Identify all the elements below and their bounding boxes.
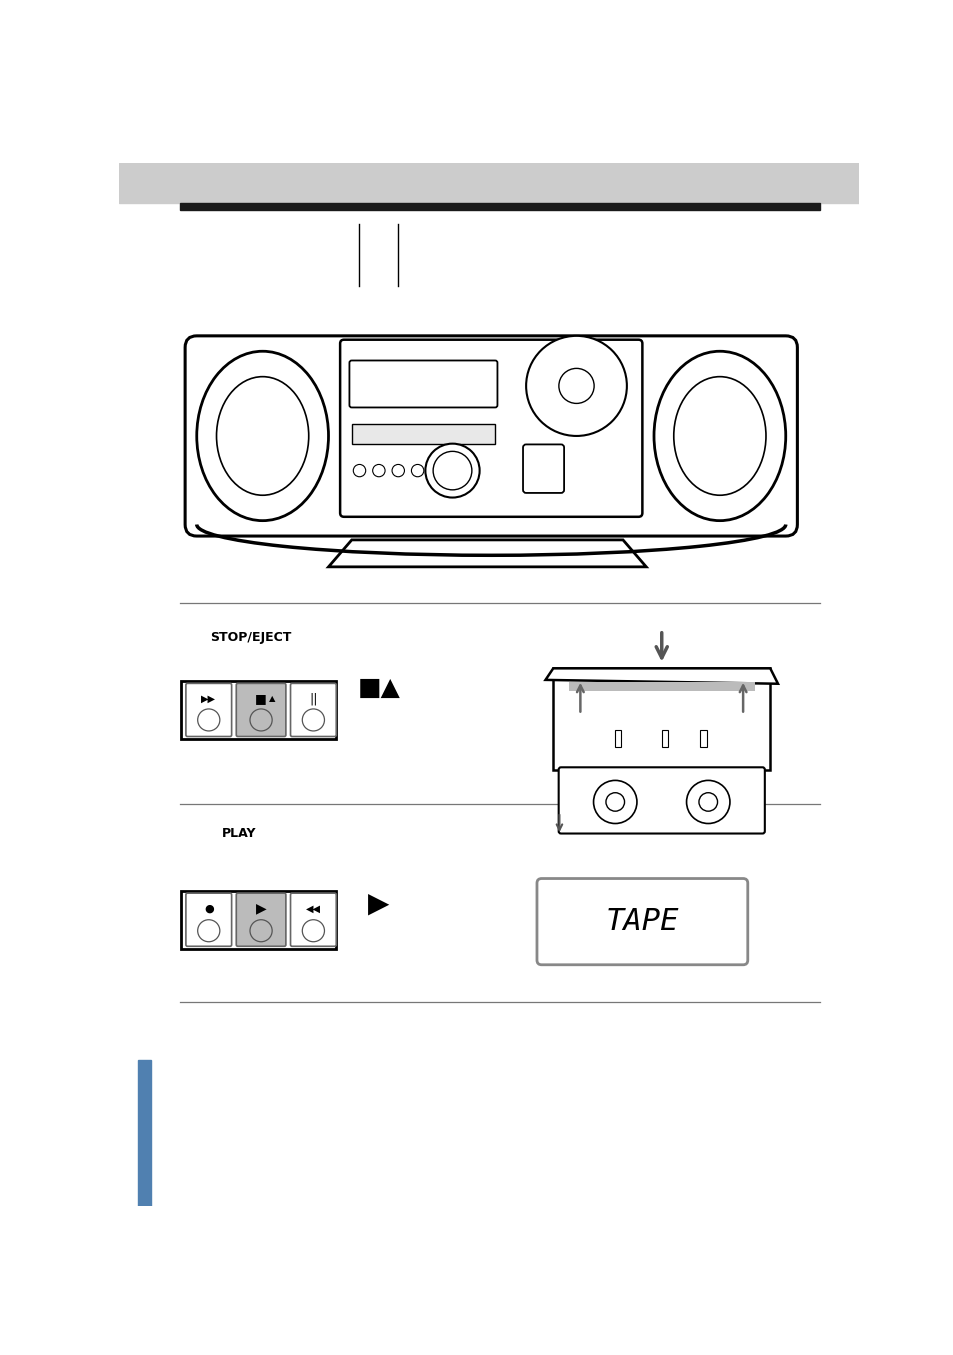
Text: ▶: ▶ (368, 889, 389, 917)
Circle shape (197, 709, 219, 730)
FancyBboxPatch shape (236, 683, 286, 737)
Bar (119, 163, 858, 203)
Text: ▲: ▲ (269, 694, 274, 703)
FancyBboxPatch shape (340, 340, 641, 516)
Polygon shape (328, 539, 645, 566)
Circle shape (302, 709, 324, 730)
Ellipse shape (216, 377, 309, 495)
Text: ◀◀: ◀◀ (306, 904, 320, 913)
Circle shape (433, 451, 472, 491)
Ellipse shape (196, 351, 328, 520)
FancyBboxPatch shape (291, 893, 335, 946)
Circle shape (699, 793, 717, 812)
Bar (180, 203, 820, 210)
Text: ■▲: ■▲ (357, 676, 400, 701)
FancyBboxPatch shape (558, 767, 764, 833)
Bar (615, 729, 620, 747)
Circle shape (686, 780, 729, 824)
Text: STOP/EJECT: STOP/EJECT (210, 631, 292, 644)
Circle shape (593, 780, 637, 824)
FancyBboxPatch shape (522, 444, 563, 493)
Ellipse shape (654, 351, 785, 520)
Bar (137, 1060, 151, 1206)
Text: ▶: ▶ (255, 901, 266, 916)
Circle shape (558, 369, 594, 404)
FancyBboxPatch shape (186, 683, 232, 737)
FancyBboxPatch shape (291, 683, 335, 737)
Text: ▶▶: ▶▶ (201, 694, 216, 705)
Text: PLAY: PLAY (222, 827, 256, 840)
Circle shape (197, 920, 219, 942)
Bar (661, 729, 667, 747)
Bar (700, 729, 706, 747)
Text: ||: || (309, 692, 317, 706)
Circle shape (373, 465, 385, 477)
Circle shape (353, 465, 365, 477)
Text: ●: ● (204, 904, 213, 913)
Text: ■: ■ (255, 692, 267, 706)
Circle shape (411, 465, 423, 477)
FancyBboxPatch shape (186, 893, 232, 946)
Circle shape (302, 920, 324, 942)
Bar (352, 424, 495, 443)
Circle shape (525, 336, 626, 436)
Circle shape (392, 465, 404, 477)
Circle shape (425, 443, 479, 497)
FancyBboxPatch shape (236, 893, 286, 946)
FancyBboxPatch shape (349, 360, 497, 408)
Polygon shape (545, 668, 778, 684)
Bar (181, 682, 335, 738)
FancyBboxPatch shape (185, 336, 797, 537)
Ellipse shape (673, 377, 765, 495)
FancyBboxPatch shape (553, 668, 769, 770)
Circle shape (250, 709, 272, 730)
Circle shape (250, 920, 272, 942)
Circle shape (605, 793, 624, 812)
Bar (181, 890, 335, 948)
FancyBboxPatch shape (537, 878, 747, 965)
Bar (568, 682, 754, 691)
Text: TAPE: TAPE (605, 906, 679, 936)
